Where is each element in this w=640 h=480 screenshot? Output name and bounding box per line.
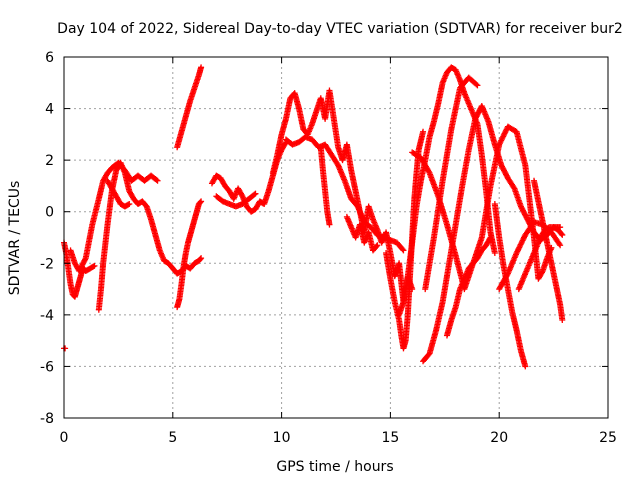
data-point-marker: [238, 191, 245, 198]
data-point-marker: [487, 234, 494, 241]
data-point-marker: [82, 256, 89, 263]
series-track-16: [396, 64, 498, 318]
data-point-marker: [491, 249, 498, 256]
data-point-marker: [326, 221, 333, 228]
data-point-marker: [197, 255, 204, 262]
data-point-marker: [400, 247, 407, 254]
x-axis-label: GPS time / hours: [276, 459, 393, 475]
y-tick-label: -6: [40, 359, 54, 375]
data-point-marker: [474, 82, 481, 89]
data-point-marker: [522, 363, 529, 370]
series-track-06: [174, 198, 205, 311]
data-points: [61, 64, 566, 370]
data-point-marker: [420, 128, 427, 135]
data-point-marker: [197, 199, 204, 206]
x-tick-label: 5: [168, 430, 177, 446]
series-track-19: [422, 74, 481, 293]
data-point-marker: [198, 198, 205, 205]
series-track-03: [67, 159, 161, 275]
axis-ticks: [63, 56, 609, 419]
data-point-marker: [425, 168, 432, 175]
data-point-marker: [556, 240, 563, 247]
data-point-marker: [373, 243, 380, 250]
y-tick-labels: -8 -6 -4 -2 0 2 4 6: [40, 50, 54, 427]
series-track-07: [174, 64, 205, 151]
y-tick-label: -8: [40, 411, 54, 427]
x-tick-labels: 0 5 10 15 20 25: [60, 430, 617, 446]
data-point-marker: [559, 231, 566, 238]
data-point-marker: [559, 317, 566, 324]
data-point-marker: [374, 242, 381, 249]
data-point-marker: [91, 262, 98, 269]
y-tick-label: 0: [45, 205, 54, 221]
data-point-marker: [198, 255, 205, 262]
series-track-12: [317, 144, 333, 228]
series-track-23: [515, 224, 566, 293]
series-track-09: [213, 190, 259, 210]
data-point-marker: [154, 177, 161, 184]
data-point-marker: [126, 200, 133, 207]
series-track-11: [282, 133, 407, 254]
y-tick-label: 2: [45, 153, 54, 169]
y-tick-label: 6: [45, 50, 54, 66]
data-point-marker: [504, 271, 511, 278]
data-point-marker: [486, 235, 493, 242]
data-point-marker: [62, 345, 69, 352]
data-point-marker: [251, 191, 258, 198]
series-track-13: [343, 213, 381, 254]
x-tick-label: 0: [60, 430, 69, 446]
data-point-marker: [153, 176, 160, 183]
data-point-marker: [198, 64, 205, 71]
series-track-20: [491, 200, 529, 370]
chart-title: Day 104 of 2022, Sidereal Day-to-day VTE…: [57, 21, 623, 37]
x-tick-label: 25: [599, 430, 617, 446]
series-track-18: [443, 234, 494, 339]
x-tick-label: 20: [490, 430, 508, 446]
x-tick-label: 10: [273, 430, 291, 446]
data-point-marker: [473, 81, 480, 88]
y-tick-label: 4: [45, 102, 54, 118]
grid-lines: [64, 57, 608, 418]
data-point-marker: [558, 230, 565, 237]
plot-area-frame: [63, 56, 609, 419]
data-point-marker: [557, 242, 564, 249]
series-track-01: [61, 345, 69, 352]
series-track-10: [269, 87, 416, 305]
data-point-marker: [252, 190, 259, 197]
data-point-marker: [399, 246, 406, 253]
data-point-marker: [538, 269, 545, 276]
series-track-05: [104, 177, 133, 210]
x-tick-label: 15: [381, 430, 399, 446]
y-tick-label: -4: [40, 308, 54, 324]
series-track-04: [95, 159, 205, 313]
y-tick-label: -2: [40, 256, 54, 272]
y-axis-label: SDTVAR / TECUs: [7, 181, 23, 296]
